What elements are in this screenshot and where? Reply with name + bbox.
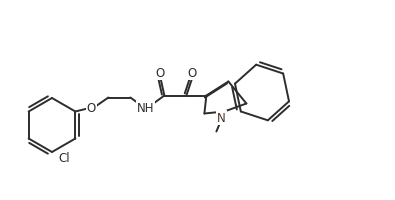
Text: Cl: Cl	[58, 152, 70, 165]
Text: N: N	[217, 111, 226, 124]
Text: O: O	[156, 67, 165, 80]
Text: NH: NH	[137, 101, 154, 114]
Text: O: O	[87, 101, 96, 114]
Text: O: O	[188, 67, 197, 80]
